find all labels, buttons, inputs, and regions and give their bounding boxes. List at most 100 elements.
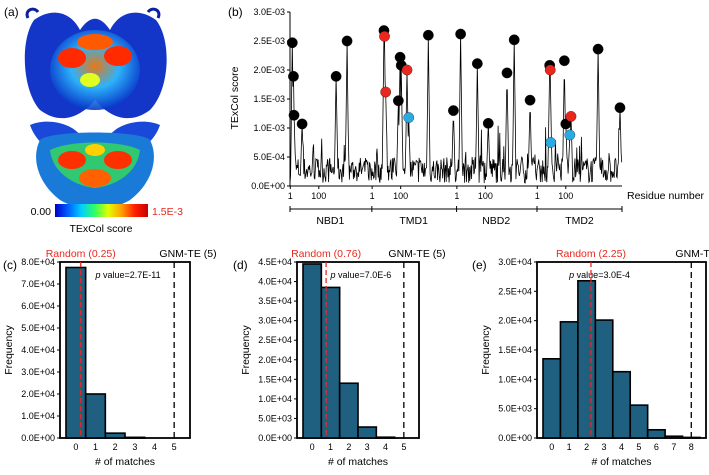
histogram-bar xyxy=(594,319,614,439)
y-tick-label: 0.0E+00 xyxy=(21,433,55,443)
histogram-bar xyxy=(646,428,666,439)
panel-label: (c) xyxy=(3,258,17,272)
panel-b-label: (b) xyxy=(228,5,243,19)
x-tick-label: 3 xyxy=(602,442,607,452)
x-tick-label: 5 xyxy=(401,442,406,452)
y-tick-label: 7.0E+04 xyxy=(21,279,55,289)
panel-b-domain-bar: NBD1 TMD1 NBD2 TMD2 xyxy=(289,206,623,227)
y-tick-label: 4.0E+04 xyxy=(21,345,55,355)
protein-structure-illustration xyxy=(24,7,167,209)
x-tick-label: 1 xyxy=(93,442,98,452)
x-tick-label: 1 xyxy=(328,442,333,452)
panel-b-x-tick-label: 100 xyxy=(478,191,493,201)
panel-b-y-axis: 0.0E+00 5.0E-04 1.0E-03 1.5E-03 2.0E-03 2.5E-… xyxy=(251,7,291,191)
panel-b-marker-black xyxy=(559,55,570,67)
panel-b-x-tick-label: 1 xyxy=(288,191,293,201)
histogram-bar xyxy=(104,432,126,439)
panel-b-marker-black xyxy=(508,34,520,46)
y-axis-label: Frequency xyxy=(480,324,492,374)
p-value-label: p value=7.0E-6 xyxy=(330,270,392,280)
x-tick-label: 7 xyxy=(671,442,676,452)
panel-a-label: (a) xyxy=(4,5,19,19)
x-tick-label: 3 xyxy=(365,442,370,452)
panel-b-marker-black xyxy=(422,29,434,41)
y-tick-label: 5.0E+04 xyxy=(21,323,55,333)
panel-b-y-tick-label: 1.0E-03 xyxy=(253,123,285,133)
histogram-bar xyxy=(559,321,579,439)
panel-label: (e) xyxy=(472,258,487,272)
histogram-bar xyxy=(375,436,396,439)
histogram-bar xyxy=(357,426,378,439)
histogram-bar xyxy=(338,382,359,439)
x-tick-label: 0 xyxy=(73,442,78,452)
panel-b-ylabel: TExCol score xyxy=(229,66,241,129)
y-tick-label: 0.0E+00 xyxy=(498,433,532,443)
y-tick-label: 0.0E+00 xyxy=(258,433,292,443)
panel-b-domain-label: TMD1 xyxy=(399,215,428,227)
x-tick-label: 5 xyxy=(636,442,641,452)
panel-label: (d) xyxy=(233,258,248,272)
y-axis-label: Frequency xyxy=(240,324,252,374)
panel-b-x-tick-label: 100 xyxy=(558,191,573,201)
panel-b-marker-red xyxy=(401,64,413,76)
panel-b-marker-black xyxy=(341,35,353,47)
colorbar xyxy=(55,204,148,217)
random-label: Random (0.76) xyxy=(291,248,361,260)
y-tick-label: 1.0E+04 xyxy=(21,411,55,421)
panel-b-markers xyxy=(286,25,626,148)
random-label: Random (2.25) xyxy=(556,248,626,260)
panel-b-marker-black xyxy=(448,105,459,116)
panel-b-domain-label: NBD2 xyxy=(482,215,510,227)
histogram-bar xyxy=(65,266,87,439)
panel-b-x-tick-label: 1 xyxy=(370,191,375,201)
histogram-bar xyxy=(320,286,341,439)
y-tick-label: 1.0E+04 xyxy=(498,374,532,384)
x-tick-label: 0 xyxy=(310,442,315,452)
panel-b-domain-label: NBD1 xyxy=(316,215,344,227)
y-tick-label: 4.5E+04 xyxy=(258,257,292,267)
x-tick-label: 1 xyxy=(567,442,572,452)
panel-b-y-tick-label: 5.0E-04 xyxy=(253,152,285,162)
panel-b-x-axis: 1 100 1 100 1 100 1 100 xyxy=(288,185,622,201)
y-tick-label: 1.0E+04 xyxy=(258,394,292,404)
y-tick-label: 1.5E+04 xyxy=(258,374,292,384)
x-tick-label: 6 xyxy=(654,442,659,452)
p-value-label: p value=2.7E-11 xyxy=(95,270,161,280)
panel-b-marker-black xyxy=(482,118,494,129)
gnm-te-label: GNM-TE (8) xyxy=(675,248,709,260)
x-tick-label: 4 xyxy=(619,442,624,452)
x-tick-label: 2 xyxy=(113,442,118,452)
x-axis-label: # of matches xyxy=(328,456,388,468)
panel-b-marker-black xyxy=(524,94,536,106)
histogram-bar xyxy=(302,263,323,439)
panel-b-x-tick-label: 1 xyxy=(454,191,459,201)
panel-b-marker-cyan xyxy=(564,129,576,141)
x-tick-label: 5 xyxy=(172,442,177,452)
y-tick-label: 5.0E+03 xyxy=(498,404,532,414)
panel-b-x-tick-label: 100 xyxy=(311,191,326,201)
x-tick-label: 4 xyxy=(383,442,388,452)
histogram-bar xyxy=(124,436,146,439)
y-tick-label: 2.5E+04 xyxy=(258,335,292,345)
y-tick-label: 2.0E+04 xyxy=(21,389,55,399)
panel-b-marker-black xyxy=(560,118,572,130)
x-tick-label: 2 xyxy=(346,442,351,452)
panel-b-series-line xyxy=(289,30,623,184)
panel-a: (a) 0.00 1.5E-3 TExCol score xyxy=(4,5,183,235)
panel-b-marker-black xyxy=(288,71,299,82)
panel-b-y-tick-label: 3.0E-03 xyxy=(253,7,285,17)
histogram-bar xyxy=(84,393,107,439)
y-tick-label: 3.0E+04 xyxy=(498,257,532,267)
panel-d: (d) Random (0.76) GNM-TE (5) 0.0E+00 5.0E+03… xyxy=(233,248,446,468)
panel-c: (c) Random (0.25) GNM-TE (5) 0.0E+00 1.0E+04… xyxy=(3,248,217,468)
y-tick-label: 4.0E+04 xyxy=(258,277,292,287)
x-axis-label: # of matches xyxy=(591,456,651,468)
y-tick-label: 3.5E+04 xyxy=(258,296,292,306)
y-tick-label: 2.0E+04 xyxy=(258,355,292,365)
panel-b-domain-label: TMD2 xyxy=(565,215,594,227)
panel-b-marker-black xyxy=(471,58,483,69)
histogram-bar xyxy=(664,435,684,439)
panel-b-y-tick-label: 2.0E-03 xyxy=(253,65,285,75)
panel-b-y-tick-label: 0.0E+00 xyxy=(251,181,285,191)
y-tick-label: 5.0E+03 xyxy=(258,413,292,423)
